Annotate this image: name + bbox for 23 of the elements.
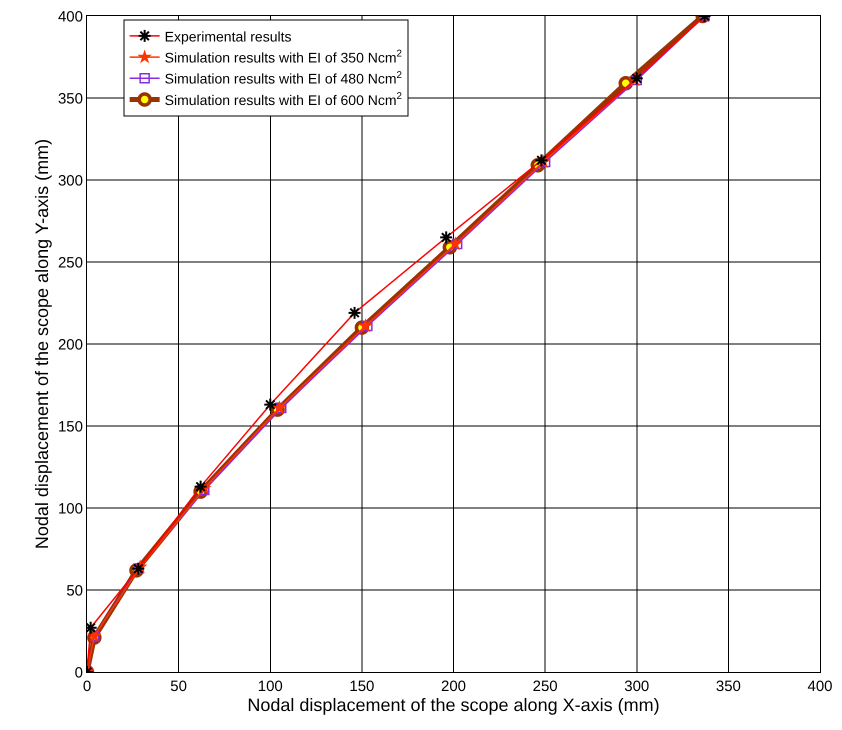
y-tick-label: 400 [58,8,83,26]
y-tick-label: 0 [74,664,83,682]
legend-label: Simulation results with EI of 350 Ncm$^{2}$ [164,48,402,66]
y-tick-label: 100 [58,500,83,518]
legend-label: Simulation results with EI of 480 Ncm$^{2}$ [164,70,402,87]
x-tick-label: 50 [170,678,187,695]
x-tick-label: 350 [716,678,741,695]
y-axis-title: Nodal displacement of the scope along Y-axis (mm) [32,138,52,550]
x-axis-title: Nodal displacement of the scope along X-axis (mm) [247,695,660,716]
y-tick-label: 200 [58,336,83,354]
y-tick-label: 50 [66,582,83,600]
y-tick-label: 150 [58,418,83,436]
x-tick-label: 200 [440,678,466,695]
legend-label: Experimental results [164,28,292,44]
y-tick-label: 250 [58,254,83,272]
x-tick-label: 100 [258,678,283,695]
y-tick-label: 350 [58,90,83,108]
x-tick-label: 150 [349,678,374,695]
x-tick-label: 400 [807,678,833,695]
y-tick-label: 300 [58,172,83,190]
x-tick-label: 300 [624,678,650,695]
legend-label: Simulation results with EI of 600 Ncm$^{2}$ [164,91,402,108]
x-tick-label: 250 [532,678,558,695]
